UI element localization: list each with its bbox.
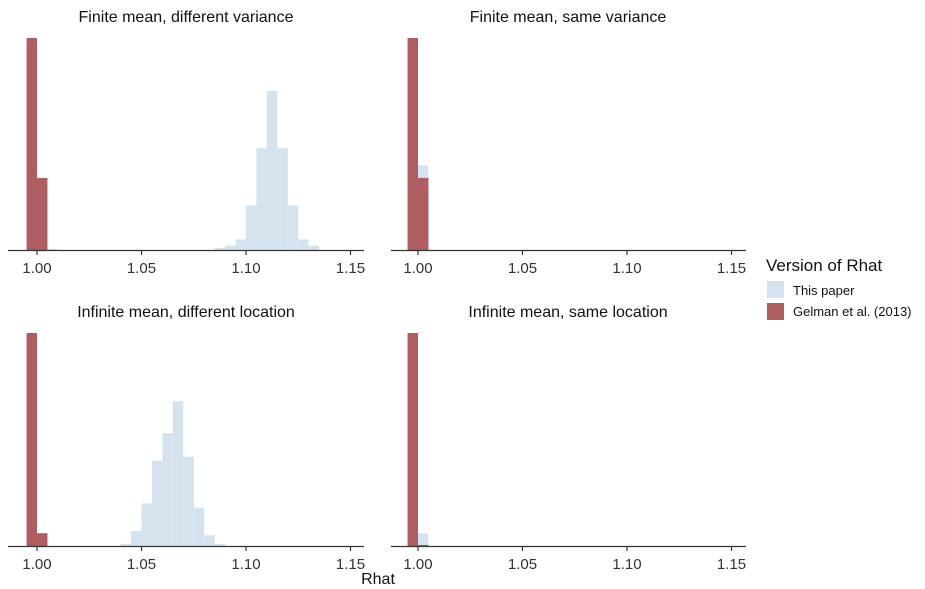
panel-title: Finite mean, same variance [470, 9, 667, 26]
x-tick-label: 1.10 [231, 556, 260, 573]
legend-swatch-this-paper [767, 281, 784, 298]
legend-title: Version of Rhat [766, 256, 883, 275]
x-tick-label: 1.00 [22, 260, 51, 277]
bar-this-paper [225, 245, 236, 250]
legend-swatch-gelman [767, 303, 784, 320]
x-tick-label: 1.05 [127, 556, 156, 573]
bar-gelman [26, 38, 37, 250]
bar-this-paper [162, 433, 173, 546]
legend-label-gelman: Gelman et al. (2013) [793, 304, 912, 319]
bar-this-paper [120, 543, 132, 546]
legend-label-this-paper: This paper [793, 283, 855, 298]
panel-4: Infinite mean, same location 1.00 1.05 1.10… [391, 304, 746, 573]
panels-group: Finite mean, different variance 1.00 1.05 1… [8, 9, 746, 573]
x-tick-label: 1.00 [403, 556, 432, 573]
bar-this-paper [235, 239, 246, 250]
bar-this-paper [47, 248, 58, 250]
bar-this-paper [308, 245, 320, 250]
bar-this-paper [214, 543, 226, 546]
bar-gelman [26, 333, 37, 546]
bar-this-paper [287, 205, 299, 250]
bar-gelman [37, 177, 48, 250]
x-tick-label: 1.10 [231, 260, 260, 277]
panel-1: Finite mean, different variance 1.00 1.05 1… [8, 9, 365, 277]
panel-3: Infinite mean, different location 1.00 1.0… [8, 304, 365, 573]
bar-this-paper [151, 460, 163, 546]
x-tick-label: 1.10 [612, 260, 641, 277]
x-tick-label: 1.15 [717, 556, 746, 573]
bar-this-paper [193, 507, 205, 546]
bar-this-paper [256, 148, 267, 250]
bar-gelman [418, 544, 429, 546]
panel-2: Finite mean, same variance 1.00 1.05 1.10 1.… [391, 9, 746, 277]
bar-this-paper [204, 535, 215, 546]
bar-this-paper [131, 531, 142, 546]
x-tick-label: 1.10 [612, 556, 641, 573]
x-axis-label: Rhat [361, 571, 395, 588]
x-tick-label: 1.00 [22, 556, 51, 573]
bar-gelman [37, 533, 48, 546]
bar-this-paper [418, 533, 429, 546]
x-tick-label: 1.15 [336, 260, 365, 277]
bar-this-paper [141, 503, 152, 546]
x-tick-label: 1.15 [717, 260, 746, 277]
bar-gelman [418, 177, 429, 250]
bar-this-paper [246, 205, 257, 250]
bar-gelman [407, 333, 418, 546]
x-tick-label: 1.05 [127, 260, 156, 277]
x-tick-label: 1.05 [508, 556, 537, 573]
x-tick-label: 1.05 [508, 260, 537, 277]
bar-this-paper [298, 239, 309, 250]
panel-title: Infinite mean, same location [468, 304, 667, 321]
x-tick-label: 1.00 [403, 260, 432, 277]
bar-this-paper [214, 247, 226, 250]
bar-this-paper [172, 401, 184, 546]
bar-this-paper [183, 456, 194, 546]
panel-title: Infinite mean, different location [77, 304, 295, 321]
legend: Version of Rhat This paper Gelman et al.… [766, 256, 912, 320]
x-tick-label: 1.15 [336, 556, 365, 573]
bar-this-paper [277, 148, 288, 250]
bar-gelman [407, 38, 418, 250]
panel-title: Finite mean, different variance [79, 9, 294, 26]
bar-this-paper [266, 91, 278, 250]
